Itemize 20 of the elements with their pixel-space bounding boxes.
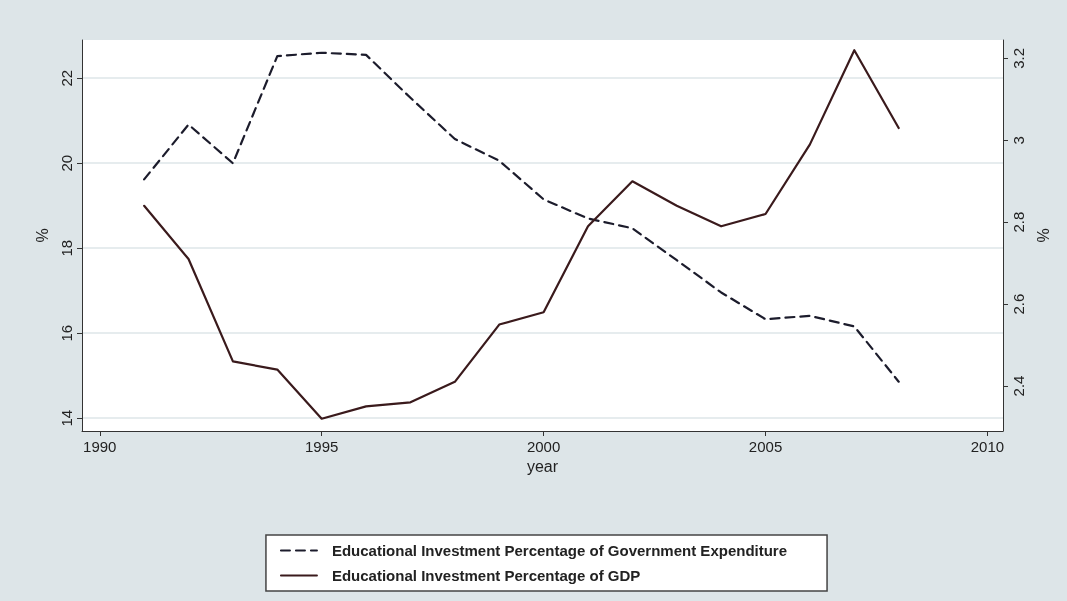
y-tick-label: 18 (58, 239, 75, 257)
y-tick-label: 14 (58, 409, 75, 427)
y2-tick-label: 3.2 (1010, 47, 1027, 69)
x-tick-label: 1990 (83, 438, 117, 455)
y-axis-title: % (33, 228, 51, 243)
x-tick-label: 2005 (748, 438, 783, 455)
legend-label: Educational Investment Percentage of Government Expenditure (331, 542, 788, 559)
y-tick-label: 22 (58, 69, 75, 87)
legend-label: Educational Investment Percentage of GDP (331, 567, 641, 584)
x-tick-label: 2010 (970, 438, 1005, 455)
y-tick-label: 20 (58, 154, 75, 172)
y2-tick-label: 2.6 (1010, 293, 1027, 315)
y2-tick-label: 3 (1010, 136, 1027, 145)
x-tick-label: 1995 (304, 438, 339, 455)
x-axis-title: year (526, 458, 559, 476)
y2-axis-title: % (1034, 228, 1052, 243)
y2-tick-label: 2.4 (1010, 375, 1027, 397)
y2-tick-label: 2.8 (1010, 211, 1027, 233)
x-tick-label: 2000 (526, 438, 561, 455)
y-tick-label: 16 (58, 324, 75, 342)
